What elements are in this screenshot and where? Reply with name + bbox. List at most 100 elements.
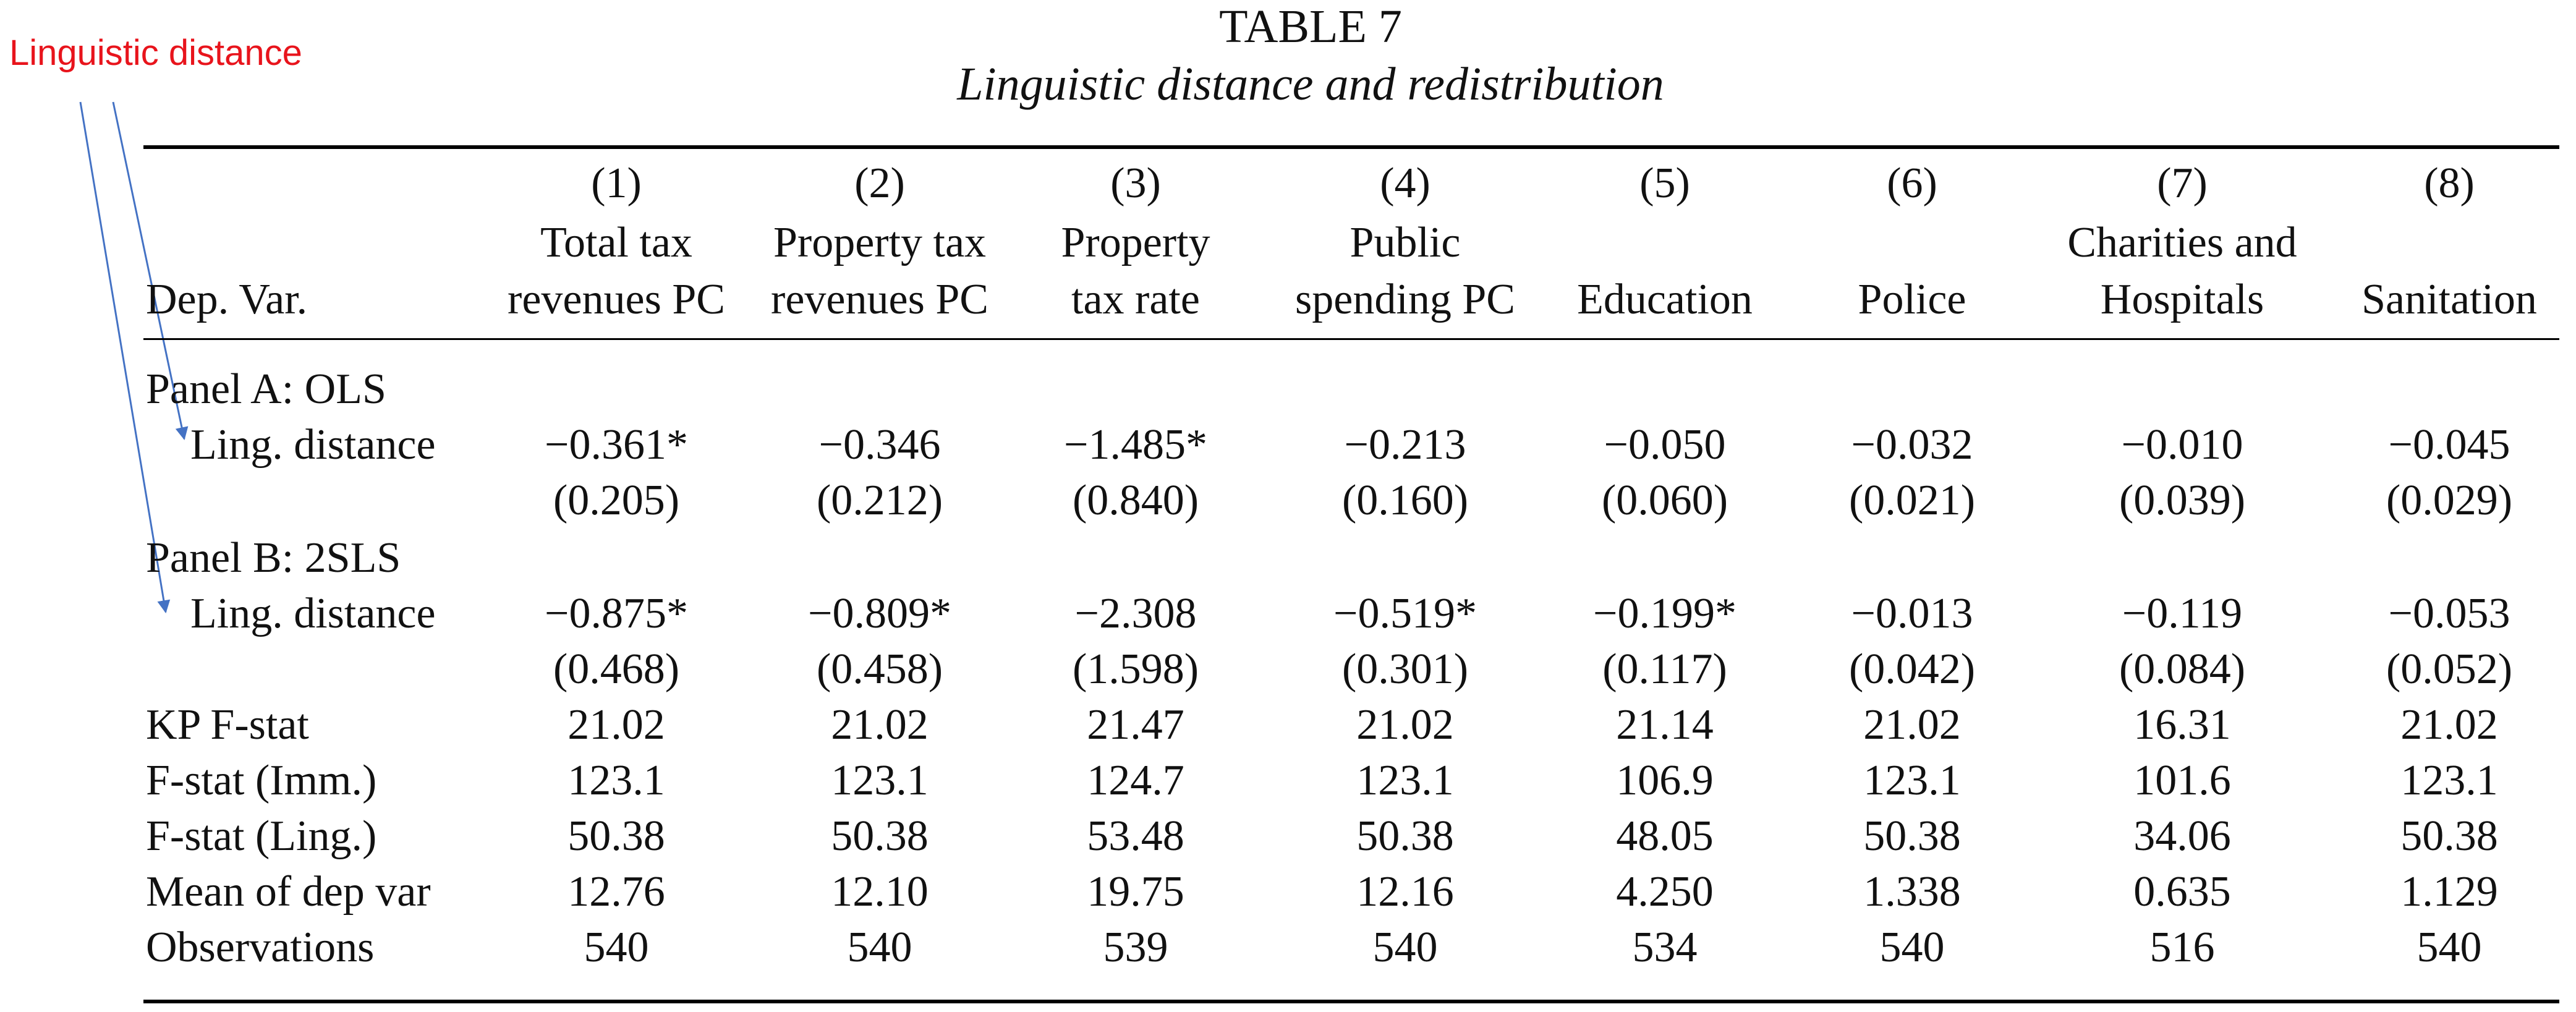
stat-cell: 4.250 bbox=[1616, 868, 1714, 916]
table-title: TABLE 7 bbox=[1219, 1, 1402, 53]
column-number: (5) bbox=[1639, 159, 1690, 207]
stat-cell: 124.7 bbox=[1087, 757, 1184, 804]
bottom-rule bbox=[143, 1000, 2559, 1003]
stat-cell: 540 bbox=[1372, 924, 1438, 971]
table-subtitle: Linguistic distance and redistribution bbox=[957, 58, 1664, 110]
se-cell: (0.301) bbox=[1341, 645, 1469, 693]
column-header-line2: Education bbox=[1577, 276, 1753, 323]
stat-cell: 21.47 bbox=[1087, 701, 1184, 749]
stat-cell: 123.1 bbox=[567, 757, 665, 804]
stat-cell: 123.1 bbox=[1356, 757, 1454, 804]
stat-cell: 12.10 bbox=[831, 868, 929, 916]
panel-b-label: Panel B: 2SLS bbox=[146, 534, 401, 582]
stat-cell: 534 bbox=[1632, 924, 1698, 971]
stat-row-label: KP F-stat bbox=[146, 701, 309, 749]
coef-cell: −0.809* bbox=[808, 590, 951, 637]
stat-cell: 540 bbox=[847, 924, 912, 971]
se-cell: (0.160) bbox=[1341, 477, 1469, 524]
column-header-line1: Property bbox=[1061, 219, 1210, 266]
stat-cell: 48.05 bbox=[1616, 812, 1714, 860]
column-header-line1: Property tax bbox=[773, 219, 987, 266]
stat-cell: 53.48 bbox=[1087, 812, 1184, 860]
coef-cell: −0.045 bbox=[2388, 421, 2510, 469]
coef-cell: −2.308 bbox=[1074, 590, 1197, 637]
panel-a-label: Panel A: OLS bbox=[146, 365, 386, 413]
se-cell: (0.205) bbox=[553, 477, 680, 524]
stat-cell: 516 bbox=[2149, 924, 2215, 971]
column-number: (4) bbox=[1380, 159, 1430, 207]
coef-cell: −0.010 bbox=[2121, 421, 2243, 469]
panel-a-row-label: Ling. distance bbox=[190, 421, 436, 469]
column-number: (6) bbox=[1887, 159, 1937, 207]
stat-cell: 16.31 bbox=[2133, 701, 2231, 749]
column-header-line2: Hospitals bbox=[2100, 276, 2264, 323]
column-number: (7) bbox=[2157, 159, 2208, 207]
column-header-line2: revenues PC bbox=[508, 276, 725, 323]
top-rule bbox=[143, 145, 2559, 149]
stat-cell: 50.38 bbox=[1863, 812, 1961, 860]
column-header-line1: Public bbox=[1350, 219, 1461, 266]
stat-cell: 21.02 bbox=[831, 701, 929, 749]
column-header-line2: spending PC bbox=[1295, 276, 1515, 323]
se-cell: (0.468) bbox=[553, 645, 680, 693]
stat-cell: 539 bbox=[1103, 924, 1168, 971]
dep-var-label: Dep. Var. bbox=[146, 276, 308, 323]
se-cell: (0.052) bbox=[2386, 645, 2513, 693]
stat-cell: 19.75 bbox=[1087, 868, 1184, 916]
column-header-line1: Total tax bbox=[540, 219, 692, 266]
coef-cell: −0.199* bbox=[1593, 590, 1736, 637]
stat-cell: 21.02 bbox=[2400, 701, 2498, 749]
coef-cell: −0.361* bbox=[545, 421, 688, 469]
coef-cell: −0.119 bbox=[2122, 590, 2243, 637]
se-cell: (0.060) bbox=[1601, 477, 1728, 524]
column-header-line1: Charities and bbox=[2067, 219, 2297, 266]
arrow-to-panel-b-icon bbox=[79, 101, 171, 614]
se-cell: (1.598) bbox=[1072, 645, 1199, 693]
coef-cell: −0.346 bbox=[818, 421, 941, 469]
arrow-to-panel-a-icon bbox=[112, 101, 189, 441]
column-header-line2: revenues PC bbox=[771, 276, 988, 323]
se-cell: (0.840) bbox=[1072, 477, 1199, 524]
header-rule bbox=[143, 338, 2559, 340]
stat-cell: 106.9 bbox=[1616, 757, 1714, 804]
stat-cell: 50.38 bbox=[2400, 812, 2498, 860]
column-number: (8) bbox=[2424, 159, 2475, 207]
stat-cell: 21.14 bbox=[1616, 701, 1714, 749]
se-cell: (0.084) bbox=[2119, 645, 2246, 693]
stat-cell: 540 bbox=[584, 924, 649, 971]
panel-b-row-label: Ling. distance bbox=[190, 590, 436, 637]
stat-cell: 21.02 bbox=[567, 701, 665, 749]
stat-cell: 123.1 bbox=[1863, 757, 1961, 804]
stat-row-label: F-stat (Imm.) bbox=[146, 757, 377, 804]
stat-cell: 123.1 bbox=[2400, 757, 2498, 804]
se-cell: (0.458) bbox=[816, 645, 943, 693]
coef-cell: −0.053 bbox=[2388, 590, 2510, 637]
stat-cell: 540 bbox=[1879, 924, 1945, 971]
column-number: (1) bbox=[591, 159, 642, 207]
coef-cell: −0.875* bbox=[545, 590, 688, 637]
stat-cell: 21.02 bbox=[1863, 701, 1961, 749]
stat-cell: 34.06 bbox=[2133, 812, 2231, 860]
stat-cell: 12.16 bbox=[1356, 868, 1454, 916]
column-number: (2) bbox=[854, 159, 905, 207]
stat-cell: 540 bbox=[2417, 924, 2482, 971]
stat-cell: 12.76 bbox=[567, 868, 665, 916]
column-header-line2: Police bbox=[1858, 276, 1966, 323]
stat-cell: 123.1 bbox=[831, 757, 929, 804]
coef-cell: −0.213 bbox=[1344, 421, 1466, 469]
se-cell: (0.212) bbox=[816, 477, 943, 524]
stat-cell: 21.02 bbox=[1356, 701, 1454, 749]
se-cell: (0.029) bbox=[2386, 477, 2513, 524]
coef-cell: −0.519* bbox=[1333, 590, 1477, 637]
coef-cell: −0.050 bbox=[1604, 421, 1726, 469]
column-number: (3) bbox=[1110, 159, 1161, 207]
se-cell: (0.042) bbox=[1848, 645, 1976, 693]
coef-cell: −0.032 bbox=[1851, 421, 1973, 469]
column-header-line2: tax rate bbox=[1071, 276, 1200, 323]
coef-cell: −1.485* bbox=[1064, 421, 1207, 469]
stat-row-label: F-stat (Ling.) bbox=[146, 812, 377, 860]
se-cell: (0.021) bbox=[1848, 477, 1976, 524]
se-cell: (0.039) bbox=[2119, 477, 2246, 524]
stat-cell: 50.38 bbox=[1356, 812, 1454, 860]
